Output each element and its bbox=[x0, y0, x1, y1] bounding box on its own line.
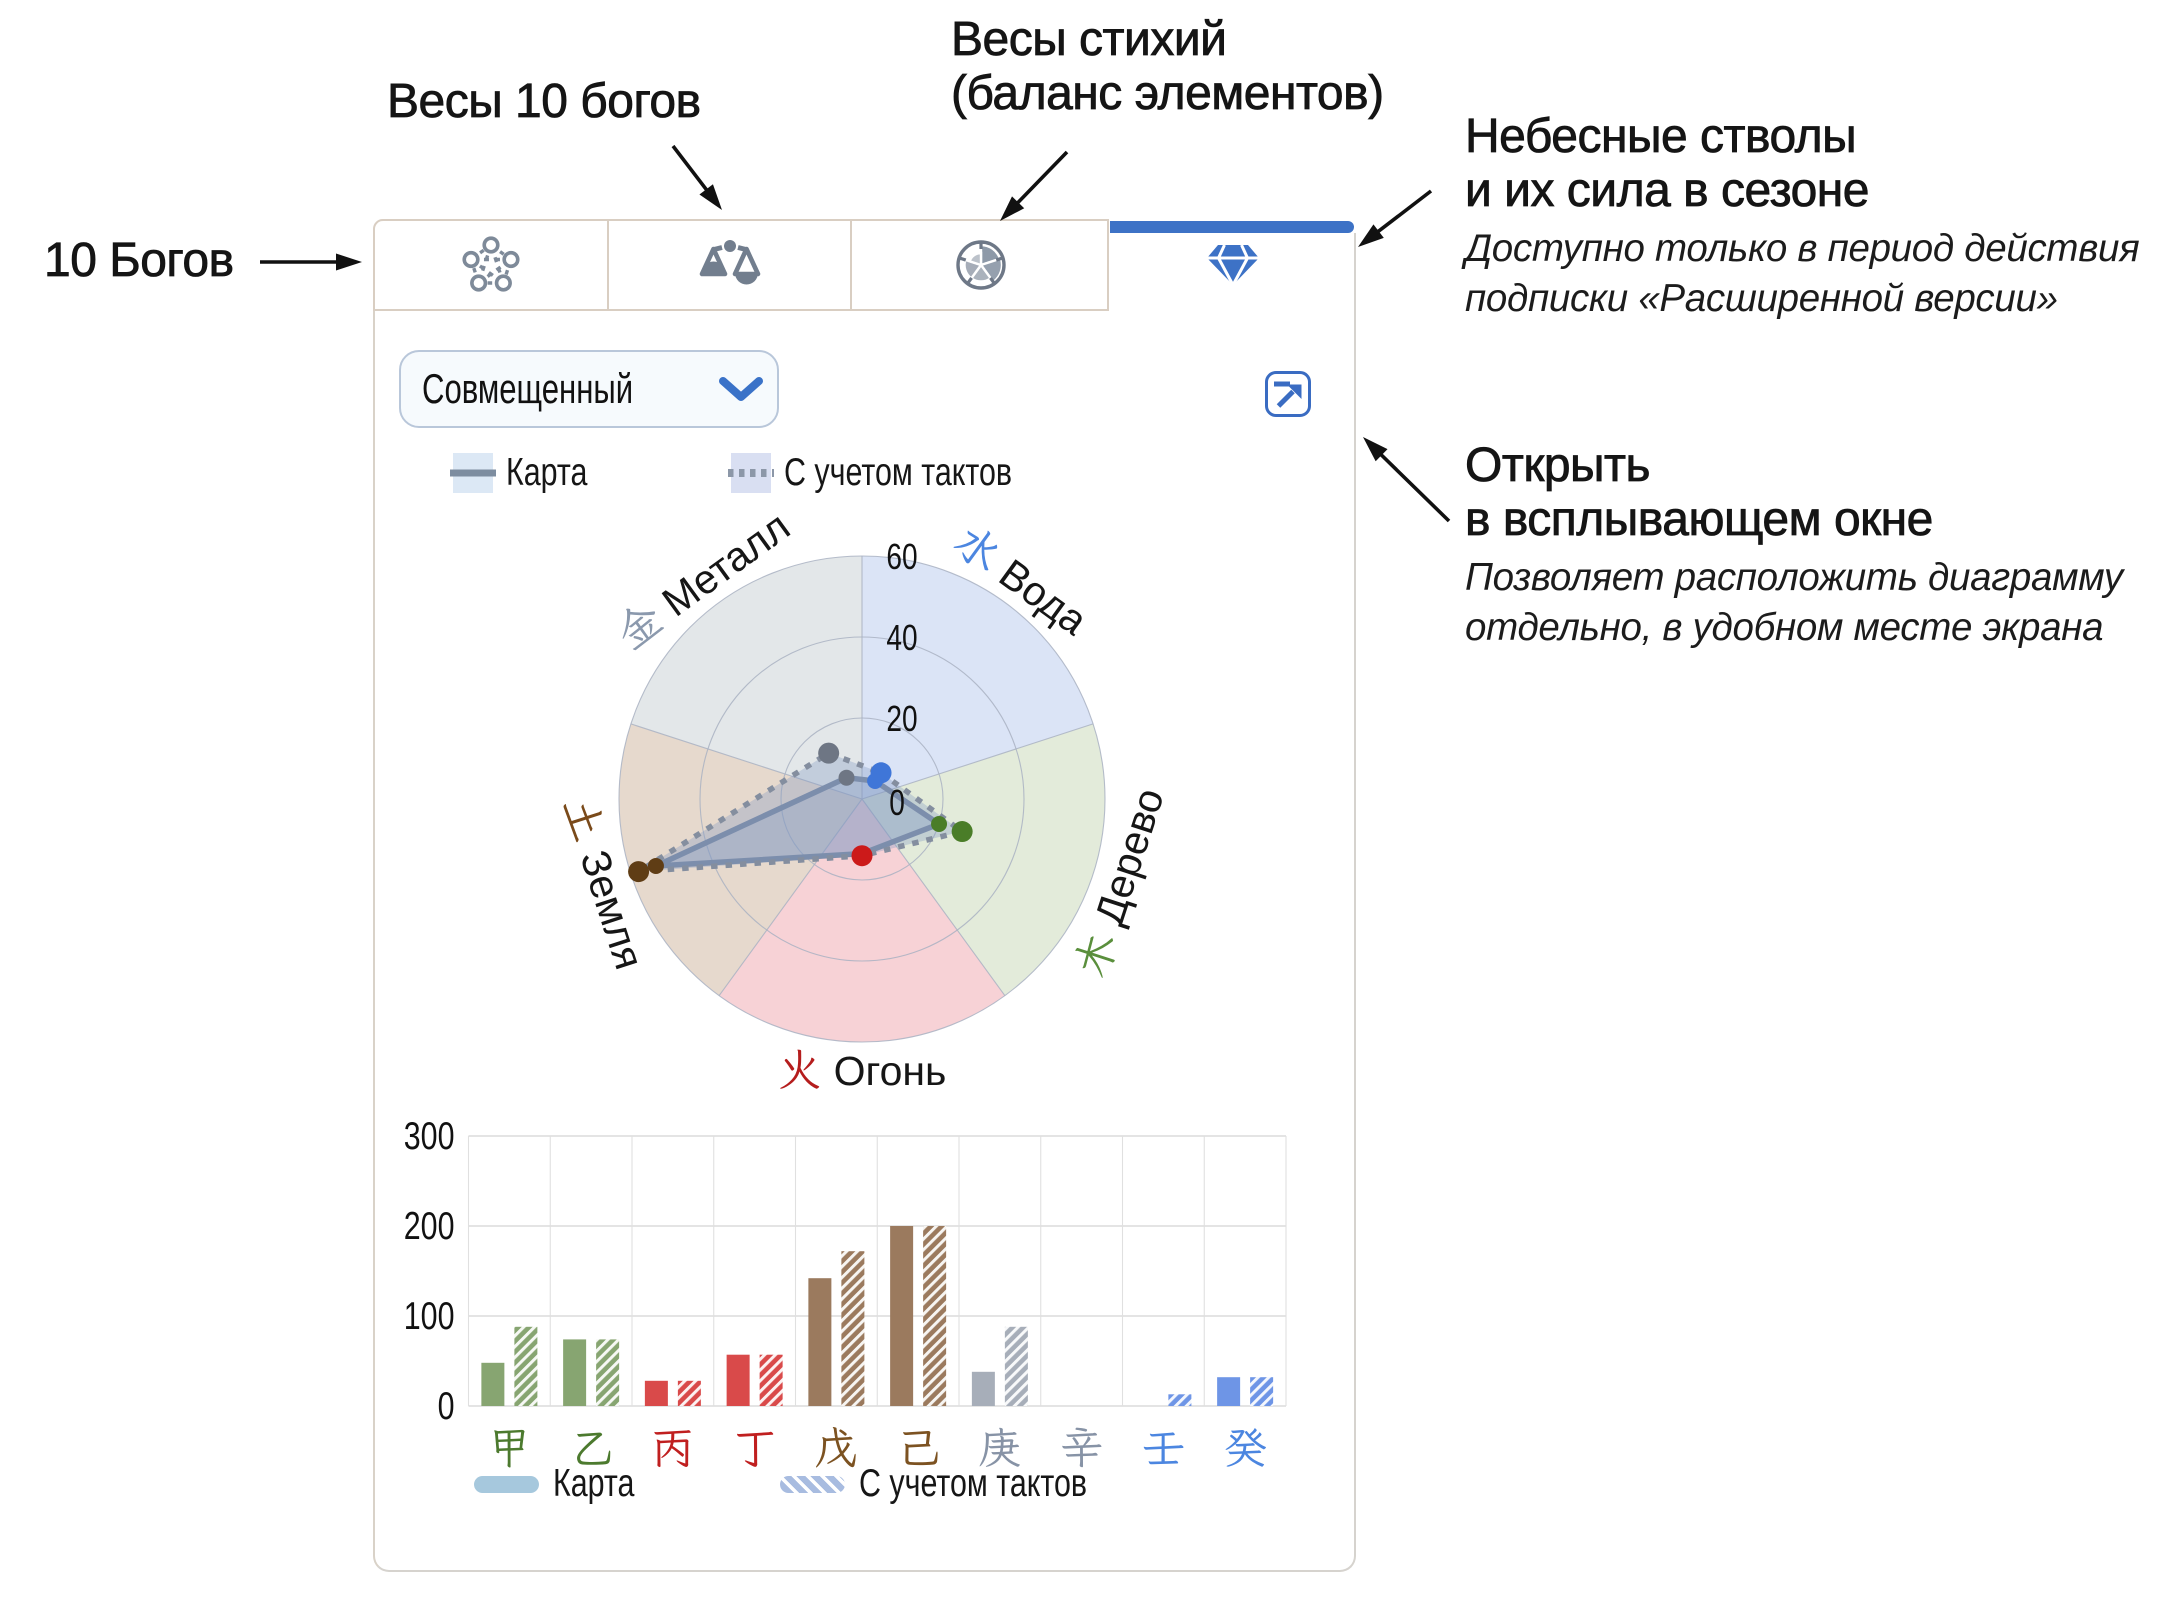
chevron-down-icon bbox=[719, 377, 763, 401]
arrow-open-popup bbox=[1363, 437, 1451, 523]
arrow-ten-gods bbox=[260, 253, 362, 271]
bar-legend-takty-swatch bbox=[780, 1475, 845, 1493]
arrow-element-scales bbox=[1000, 150, 1069, 221]
tab-divider bbox=[607, 219, 609, 311]
annotation-heavenly-stems-line1: Небесные стволы bbox=[1465, 110, 1857, 164]
annotation-element-scales: Весы стихий (баланс элементов) bbox=[951, 13, 1385, 121]
annotation-open-popup-line2: в всплывающем окне bbox=[1465, 493, 1934, 547]
dropdown-value: Совмещенный bbox=[422, 365, 634, 412]
radar-legend-takty-label: С учетом тактов bbox=[784, 451, 1013, 494]
chart-mode-dropdown[interactable]: Совмещенный bbox=[399, 350, 779, 428]
tab-ten-gods-scales[interactable] bbox=[609, 219, 850, 311]
radar-legend-karta-swatch bbox=[450, 453, 496, 493]
annotation-element-scales-line2: (баланс элементов) bbox=[951, 67, 1385, 121]
annotation-ten-gods: 10 Богов bbox=[44, 234, 235, 288]
annotation-heavenly-stems-line2: и их сила в сезоне bbox=[1465, 164, 1870, 218]
annotation-subscription-note-line1: Доступно только в период действия bbox=[1465, 227, 2140, 270]
bar-legend-karta-label: Карта bbox=[553, 1462, 635, 1505]
open-popup-icon bbox=[1274, 381, 1302, 408]
bar-legend-takty-label: С учетом тактов bbox=[859, 1462, 1088, 1505]
diamond-icon bbox=[1207, 244, 1259, 286]
tab-elements-balance[interactable] bbox=[852, 219, 1109, 311]
pie-icon bbox=[955, 240, 1006, 290]
annotation-popup-note: Позволяет расположить диаграмму отдельно… bbox=[1465, 553, 2123, 653]
scales-icon bbox=[699, 240, 760, 285]
radar-legend-takty: С учетом тактов bbox=[728, 451, 1076, 495]
radar-legend-karta: Карта bbox=[450, 451, 610, 495]
arrow-scales-ten-gods bbox=[671, 144, 722, 210]
annotation-element-scales-line1: Весы стихий bbox=[951, 13, 1228, 67]
panel-border-segment bbox=[1354, 233, 1356, 311]
annotation-heavenly-stems: Небесные стволы и их сила в сезоне bbox=[1465, 110, 1870, 218]
arrow-heavenly-stems bbox=[1358, 189, 1433, 247]
bar-legend-takty: С учетом тактов bbox=[780, 1462, 1151, 1506]
bar-legend-karta: Карта bbox=[474, 1462, 657, 1506]
network-icon bbox=[461, 236, 520, 292]
annotation-open-popup-line1: Открыть bbox=[1465, 439, 1651, 493]
tab-ten-gods[interactable] bbox=[374, 219, 607, 311]
annotation-open-popup: Открыть в всплывающем окне bbox=[1465, 439, 1934, 547]
annotation-subscription-note-line2: подписки «Расширенной версии» bbox=[1465, 277, 2058, 320]
tab-bar bbox=[373, 219, 1356, 311]
active-tab-indicator bbox=[1110, 221, 1354, 233]
annotation-subscription-note: Доступно только в период действия подпис… bbox=[1465, 224, 2140, 324]
radar-legend-takty-swatch bbox=[728, 453, 774, 493]
tab-heavenly-stems[interactable] bbox=[1110, 233, 1356, 297]
tab-divider bbox=[850, 219, 852, 311]
panel-content bbox=[373, 311, 1356, 1572]
open-popup-button[interactable] bbox=[1265, 371, 1311, 417]
bar-legend-karta-swatch bbox=[474, 1475, 539, 1493]
annotation-scales-ten-gods: Весы 10 богов bbox=[387, 75, 702, 129]
radar-legend-karta-label: Карта bbox=[506, 451, 588, 494]
annotation-popup-note-line1: Позволяет расположить диаграмму bbox=[1465, 556, 2123, 599]
annotation-popup-note-line2: отдельно, в удобном месте экрана bbox=[1465, 606, 2104, 649]
